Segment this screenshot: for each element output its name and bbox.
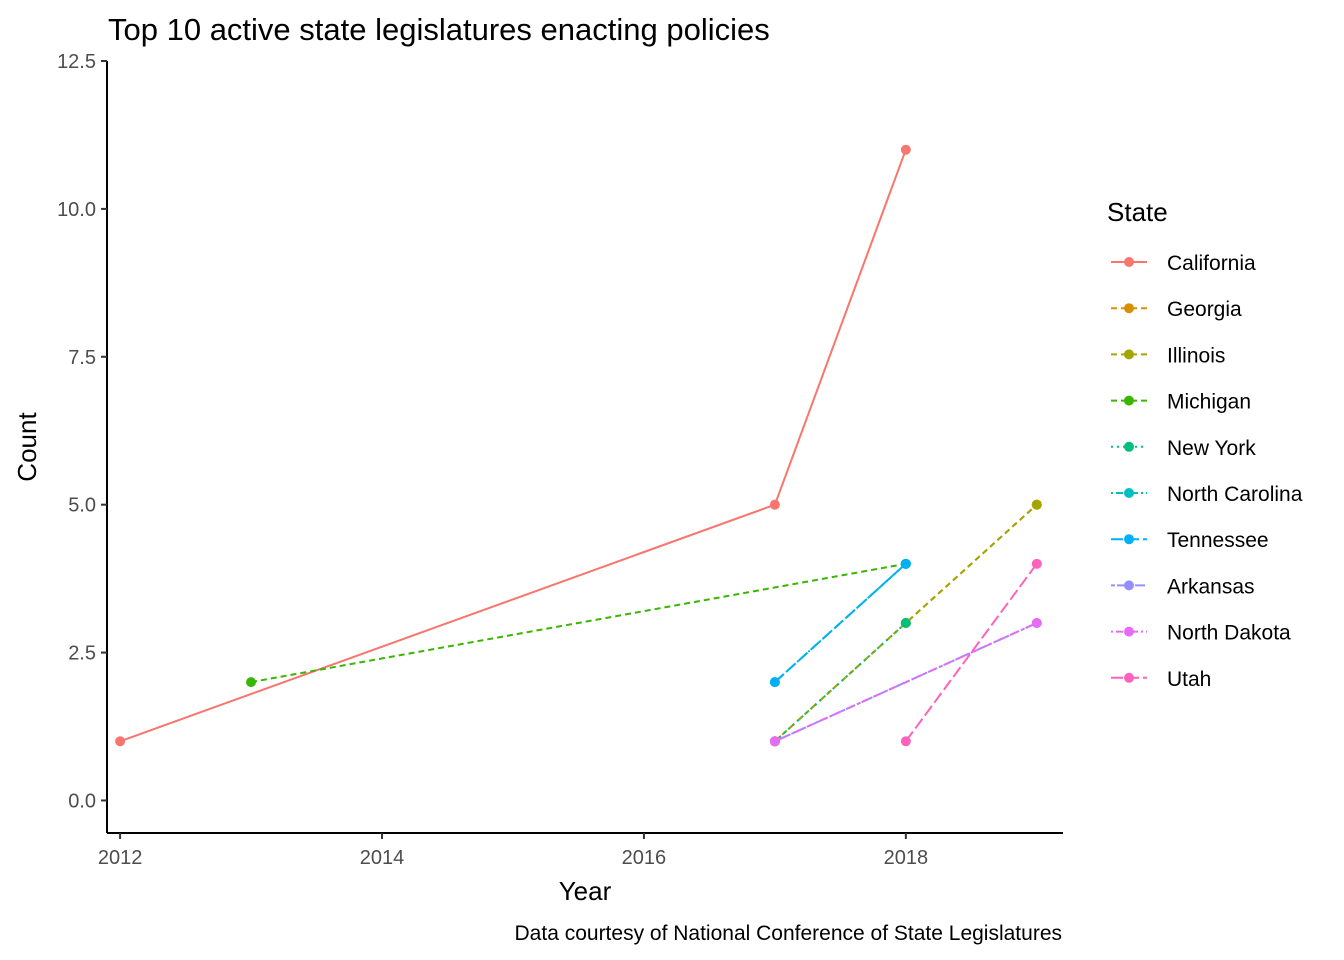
legend-key-point (1124, 303, 1134, 314)
data-point-california (769, 499, 780, 510)
legend-item-california: California (1111, 252, 1256, 275)
legend-label: Arkansas (1167, 575, 1255, 598)
series-line-california (119, 149, 907, 743)
chart-caption: Data courtesy of National Conference of … (515, 922, 1062, 945)
legend-title: State (1107, 197, 1168, 227)
legend-item-utah: Utah (1111, 668, 1211, 691)
x-axis-title: Year (559, 876, 612, 906)
legend-label: Utah (1167, 668, 1211, 691)
legend-item-georgia: Georgia (1111, 298, 1242, 321)
legend-key-point (1124, 488, 1134, 498)
y-tick-label: 2.5 (68, 643, 96, 665)
data-point-michigan (246, 677, 257, 688)
data-point-north-dakota (769, 736, 780, 747)
data-point-tennessee (900, 558, 911, 569)
legend-item-illinois: Illinois (1111, 344, 1225, 367)
axes (106, 61, 1063, 834)
x-tick-label: 2016 (622, 847, 667, 869)
series-line-utah (904, 563, 1038, 742)
legend-key-point (1124, 395, 1134, 406)
legend-key-point (1124, 626, 1134, 637)
series-line-new-york (774, 622, 907, 743)
series-line-illinois (774, 503, 1038, 743)
chart-title: Top 10 active state legislatures enactin… (108, 12, 770, 47)
legend-key-point (1124, 349, 1134, 360)
data-point-tennessee (769, 677, 780, 688)
legend: State California Georgia Illinois Michigan N… (1107, 197, 1303, 691)
y-tick-label: 10.0 (57, 199, 96, 221)
series-lines (119, 149, 1038, 743)
data-point-california (900, 144, 911, 155)
legend-label: Illinois (1167, 344, 1225, 367)
data-point-california (115, 736, 126, 747)
legend-label: Georgia (1167, 298, 1242, 321)
data-point-illinois (1031, 499, 1042, 510)
y-tick-label: 5.0 (68, 495, 96, 517)
x-tick-label: 2014 (360, 847, 405, 869)
series-line-north-dakota (774, 622, 1038, 743)
data-point-new-york (900, 617, 911, 628)
legend-item-tennessee: Tennessee (1111, 529, 1269, 552)
legend-label: New York (1167, 437, 1256, 460)
legend-key-point (1124, 580, 1134, 591)
legend-label: North Dakota (1167, 622, 1291, 645)
y-tick-label: 7.5 (68, 347, 96, 369)
x-axis-ticks: 2012 2014 2016 2018 (98, 833, 928, 869)
legend-item-new-york: New York (1111, 437, 1256, 460)
legend-key-point (1124, 441, 1134, 452)
legend-item-north-dakota: North Dakota (1111, 622, 1291, 645)
legend-label: Tennessee (1167, 529, 1269, 552)
legend-key-point (1124, 672, 1134, 683)
x-tick-label: 2012 (98, 847, 143, 869)
y-axis-title: Count (12, 412, 42, 482)
series-points (115, 144, 1042, 747)
series-line-michigan (250, 562, 906, 684)
y-tick-label: 0.0 (68, 790, 96, 812)
x-tick-label: 2018 (884, 847, 929, 869)
series-line-arkansas (774, 622, 1038, 743)
data-point-utah (900, 736, 911, 747)
legend-items: California Georgia Illinois Michigan New Yor… (1111, 252, 1303, 691)
legend-item-arkansas: Arkansas (1111, 575, 1255, 598)
legend-label: North Carolina (1167, 483, 1303, 506)
legend-item-north-carolina: North Carolina (1111, 483, 1303, 506)
y-axis-ticks: 0.0 2.5 5.0 7.5 10.0 12.5 (57, 51, 107, 812)
data-point-utah (1031, 558, 1042, 569)
legend-label: Michigan (1167, 391, 1251, 414)
legend-item-michigan: Michigan (1111, 391, 1251, 414)
y-tick-label: 12.5 (57, 51, 96, 73)
legend-key-point (1124, 534, 1134, 545)
series-line-tennessee (774, 563, 907, 683)
legend-label: California (1167, 252, 1256, 275)
legend-key-point (1124, 257, 1134, 267)
data-point-north-dakota (1031, 617, 1042, 628)
